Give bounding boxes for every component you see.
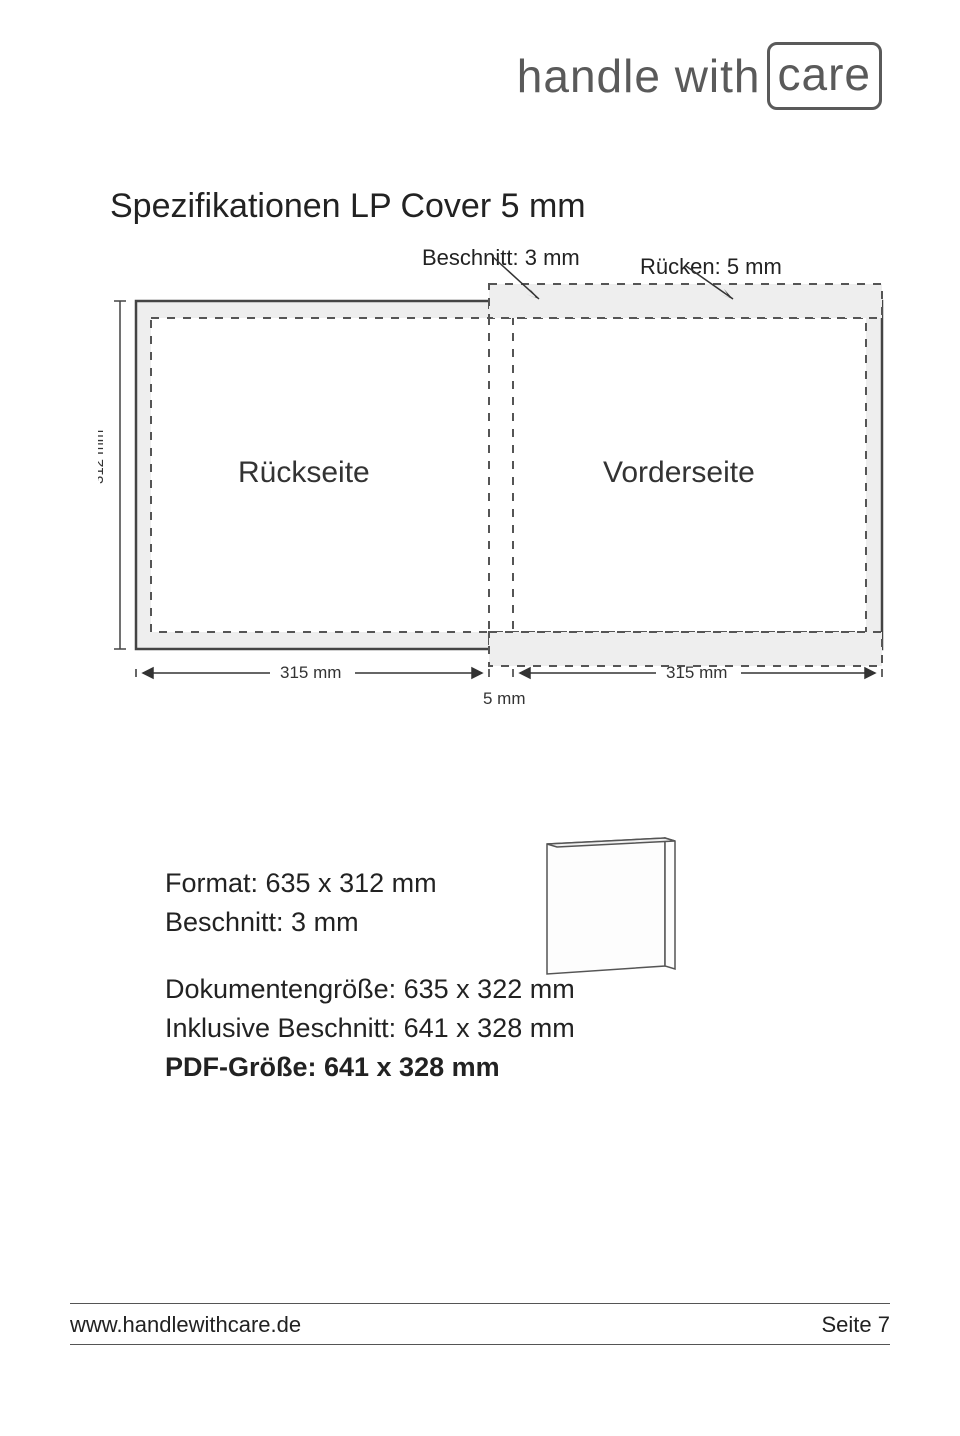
footer-rule-top	[70, 1303, 890, 1304]
logo-prefix: handle with	[517, 49, 761, 103]
footer-rule-bottom	[70, 1344, 890, 1345]
bleed-line: Beschnitt: 3 mm	[165, 903, 437, 942]
incl-bleed-line: Inklusive Beschnitt: 641 x 328 mm	[165, 1009, 575, 1048]
brand-logo: handle with care	[517, 42, 882, 110]
logo-boxed-word: care	[767, 42, 882, 110]
spine-dashed	[489, 301, 513, 649]
spine-bottom-overlay	[489, 632, 882, 666]
page-title: Spezifikationen LP Cover 5 mm	[110, 187, 586, 226]
lp-cover-diagram: 312 mm Rückseite Vorderseite	[98, 244, 888, 714]
document-size-block: Dokumentengröße: 635 x 322 mm Inklusive …	[165, 970, 575, 1087]
spine-width-label: 5 mm	[483, 689, 526, 708]
cover-3d-icon	[525, 826, 690, 991]
spine-top-overlay	[489, 284, 882, 318]
height-marker	[114, 301, 126, 649]
format-line: Format: 635 x 312 mm	[165, 864, 437, 903]
format-block: Format: 635 x 312 mm Beschnitt: 3 mm	[165, 864, 437, 942]
front-panel-label: Vorderseite	[603, 456, 755, 489]
back-panel-label: Rückseite	[238, 456, 370, 489]
width-right-label: 315 mm	[666, 663, 727, 682]
height-label: 312 mm	[98, 430, 107, 484]
pdf-size-line: PDF-Größe: 641 x 328 mm	[165, 1048, 575, 1087]
width-left-label: 315 mm	[280, 663, 341, 682]
footer-page: Seite 7	[822, 1312, 891, 1338]
doc-size-line: Dokumentengröße: 635 x 322 mm	[165, 970, 575, 1009]
footer-url: www.handlewithcare.de	[70, 1312, 301, 1338]
